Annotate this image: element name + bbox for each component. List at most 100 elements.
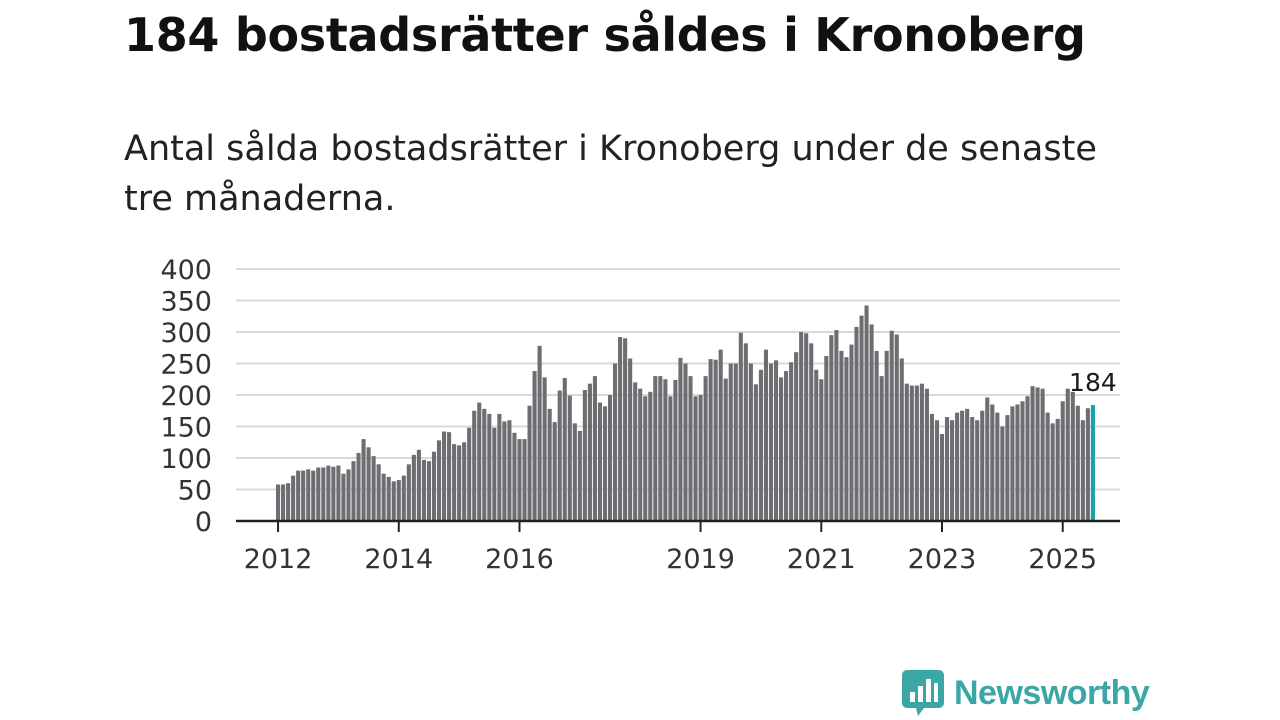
bar [301,470,306,521]
bar [668,396,673,521]
y-tick-label: 0 [195,507,212,538]
bars [276,305,1095,521]
data-labels: 184 [1069,368,1117,397]
bar [819,379,824,521]
bar [477,402,482,521]
bar [366,447,371,521]
bar [753,384,758,521]
bar [1005,415,1010,521]
bar [673,379,678,521]
bar [316,467,321,521]
bar [1070,391,1075,521]
bar [557,390,562,521]
newsworthy-logo-icon [902,670,944,716]
y-tick-label: 400 [160,255,212,286]
bar [361,439,366,521]
bar [326,465,331,521]
x-tick-label: 2012 [244,544,313,575]
bar [492,427,497,521]
bar [919,383,924,521]
bar [306,469,311,521]
bar [990,404,995,521]
bar [406,464,411,521]
bar [623,338,628,521]
bar [1035,387,1040,521]
bar [638,388,643,521]
bar [547,408,552,521]
bar [1045,412,1050,521]
bar [628,358,633,521]
bar [356,452,361,521]
bar [487,413,492,521]
bar [814,369,819,521]
bar [824,355,829,521]
bar [1065,388,1070,521]
bar [924,388,929,521]
bar [1025,396,1030,521]
bar [592,376,597,521]
bar [577,430,582,521]
bar [381,473,386,521]
x-tick-label: 2019 [666,544,735,575]
y-tick-label: 250 [160,350,212,381]
bar [844,357,849,521]
bar [894,334,899,521]
bar [587,383,592,521]
x-tick-label: 2023 [908,544,977,575]
bar [497,413,502,521]
bar [421,459,426,521]
bar [457,445,462,521]
bar [472,410,477,521]
x-axis-ticks: 2012 2014 2016 2019 2021 2023 2025 [244,521,1097,575]
bar [960,410,965,521]
bar [713,359,718,521]
bar [834,330,839,521]
bar [291,475,296,521]
bar [864,305,869,521]
bar [914,385,919,521]
bar [447,432,452,521]
bar [396,480,401,521]
chart-title: 184 bostadsrätter såldes i Kronoberg [124,8,1086,62]
bar [985,397,990,521]
y-tick-label: 50 [178,476,212,507]
bar [1030,386,1035,521]
bar [537,345,542,521]
bar [869,324,874,521]
bar [748,363,753,521]
bar [512,432,517,521]
bar [643,396,648,521]
bar [391,481,396,521]
bar [567,395,572,521]
bar [1075,405,1080,521]
bar [1080,420,1085,521]
bar [718,349,723,521]
bar [351,461,356,521]
bar [859,315,864,521]
bar [597,402,603,521]
bar [1020,401,1025,521]
x-tick-label: 2021 [787,544,856,575]
bar [507,420,512,521]
bar [970,417,975,521]
bar [950,420,955,521]
y-tick-label: 350 [160,287,212,318]
bar [371,456,376,521]
bar [809,343,814,521]
bar [1055,418,1060,521]
bar [899,358,904,521]
bar [582,389,587,521]
bar [401,475,406,521]
bar [527,405,532,521]
bar [376,464,381,521]
bar [286,483,291,521]
bar [779,377,784,521]
bar [522,439,527,521]
bar [441,431,447,521]
bar [768,363,774,521]
bar [879,376,884,521]
bar [331,466,336,521]
bar [688,376,693,521]
bar [431,451,437,521]
